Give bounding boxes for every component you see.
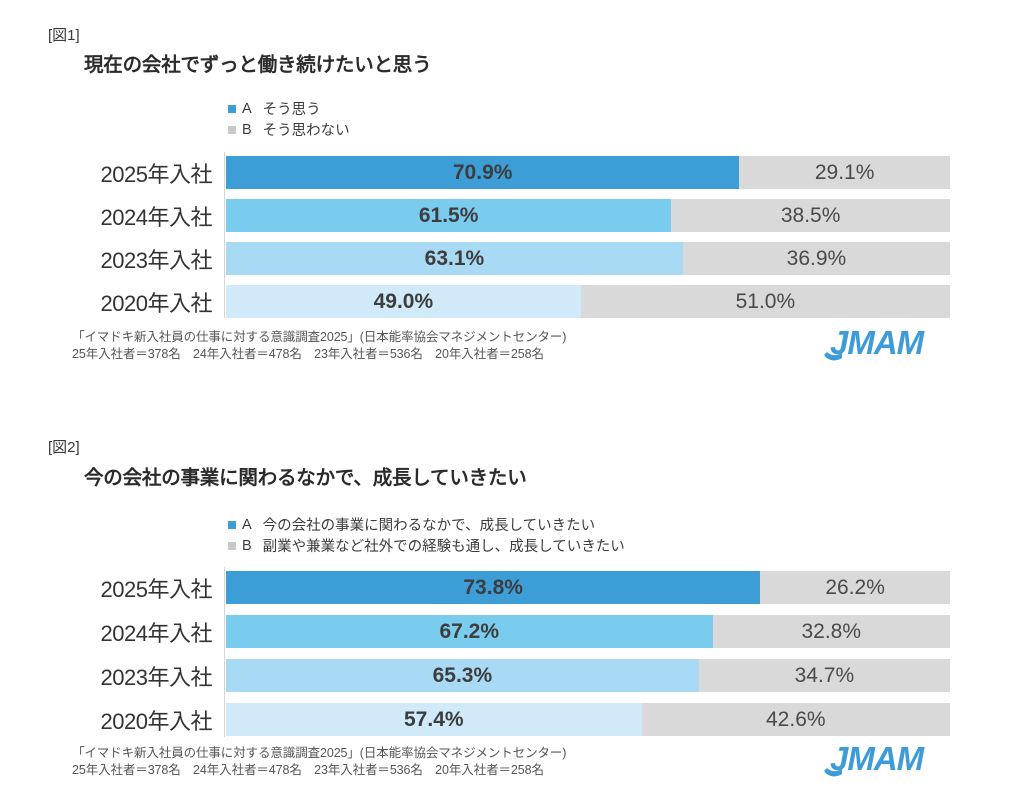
bar-segment-b-2024: 38.5% [671, 199, 950, 232]
category-label-2020: 2020年入社 [100, 708, 213, 734]
legend-key-a: A [242, 516, 252, 533]
legend-item-a: A そう思う [228, 98, 350, 119]
stacked-bar-2025: 73.8% 26.2% [226, 571, 950, 604]
table-row: 2020年入社 57.4% 42.6% [0, 703, 1024, 736]
table-row: 2025年入社 70.9% 29.1% [0, 156, 1024, 189]
footnote-source: 「イマドキ新入社員の仕事に対する意識調査2025」(日本能率協会マネジメントセン… [72, 746, 567, 760]
figure-1-plot: 2025年入社 70.9% 29.1% 2024年入社 61.5% 38.5% [0, 150, 1024, 320]
legend-item-b: B 副業や兼業など社外での経験も通し、成長していきたい [228, 535, 625, 556]
bar-value-b-2024: 32.8% [801, 619, 862, 643]
category-label-2025: 2025年入社 [100, 161, 213, 187]
bar-value-b-2023: 34.7% [794, 663, 855, 687]
bar-value-a-2020: 49.0% [373, 289, 434, 313]
bar-value-a-2024: 67.2% [439, 619, 500, 643]
legend-key-a: A [242, 100, 252, 117]
bar-value-a-2023: 63.1% [424, 246, 485, 270]
legend-key-b: B [242, 121, 252, 138]
legend-label-a: そう思う [262, 102, 321, 118]
bar-segment-b-2020: 42.6% [641, 703, 950, 736]
bar-value-b-2023: 36.9% [786, 246, 847, 270]
bar-segment-b-2020: 51.0% [580, 285, 950, 318]
bar-segment-b-2025: 29.1% [739, 156, 950, 189]
figure-1-legend: A そう思う B そう思わない [228, 98, 350, 140]
legend-swatch-b-icon [228, 125, 236, 134]
category-label-2024: 2024年入社 [100, 204, 213, 230]
bar-segment-b-2023: 36.9% [682, 242, 950, 275]
legend-label-a: 今の会社の事業に関わるなかで、成長していきたい [262, 518, 596, 534]
bar-value-a-2024: 61.5% [418, 203, 479, 227]
bar-segment-a-2020: 49.0% [226, 285, 581, 318]
table-row: 2020年入社 49.0% 51.0% [0, 285, 1024, 318]
figure-1-title: 現在の会社でずっと働き続けたいと思う [84, 54, 432, 76]
legend-swatch-a-icon [228, 520, 236, 529]
bar-segment-a-2023: 63.1% [226, 242, 683, 275]
table-row: 2024年入社 67.2% 32.8% [0, 615, 1024, 648]
bar-segment-a-2020: 57.4% [226, 703, 642, 736]
legend-swatch-b-icon [228, 541, 236, 550]
table-row: 2023年入社 65.3% 34.7% [0, 659, 1024, 692]
legend-swatch-a-icon [228, 104, 236, 113]
stacked-bar-2024: 67.2% 32.8% [226, 615, 950, 648]
stacked-bar-2023: 65.3% 34.7% [226, 659, 950, 692]
bar-value-b-2020: 42.6% [766, 707, 826, 731]
bar-value-b-2024: 38.5% [780, 203, 841, 227]
category-label-2020: 2020年入社 [100, 290, 213, 316]
figure-2-footnote: 「イマドキ新入社員の仕事に対する意識調査2025」(日本能率協会マネジメントセン… [72, 745, 566, 779]
svg-text:JMAM: JMAM [830, 324, 926, 361]
bar-segment-a-2023: 65.3% [226, 659, 699, 692]
bar-segment-a-2024: 61.5% [226, 199, 672, 232]
bar-value-b-2020: 51.0% [735, 289, 796, 313]
figure-2-legend: A 今の会社の事業に関わるなかで、成長していきたい B 副業や兼業など社外での経… [228, 514, 625, 556]
stacked-bar-2025: 70.9% 29.1% [226, 156, 950, 189]
footnote-sample-sizes: 25年入社者＝378名 24年入社者＝478名 23年入社者＝536名 20年入… [72, 763, 544, 777]
legend-item-a: A 今の会社の事業に関わるなかで、成長していきたい [228, 514, 625, 535]
table-row: 2025年入社 73.8% 26.2% [0, 571, 1024, 604]
bar-value-b-2025: 26.2% [825, 575, 885, 599]
jmam-logo: JMAM [820, 322, 955, 366]
table-row: 2024年入社 61.5% 38.5% [0, 199, 1024, 232]
svg-text:JMAM: JMAM [830, 740, 926, 777]
figure-2-plot: 2025年入社 73.8% 26.2% 2024年入社 67.2% 32.8% [0, 565, 1024, 740]
stacked-bar-2023: 63.1% 36.9% [226, 242, 950, 275]
category-label-2023: 2023年入社 [100, 247, 213, 273]
figure-1-tag: [図1] [48, 27, 80, 44]
footnote-source: 「イマドキ新入社員の仕事に対する意識調査2025」(日本能率協会マネジメントセン… [72, 330, 567, 344]
figure-2-title: 今の会社の事業に関わるなかで、成長していきたい [84, 467, 527, 489]
footnote-sample-sizes: 25年入社者＝378名 24年入社者＝478名 23年入社者＝536名 20年入… [72, 347, 544, 361]
bar-segment-b-2023: 34.7% [698, 659, 950, 692]
figure-2-tag: [図2] [48, 439, 80, 456]
category-label-2025: 2025年入社 [100, 576, 213, 602]
bar-segment-a-2025: 70.9% [226, 156, 740, 189]
category-label-2023: 2023年入社 [100, 664, 213, 690]
bar-segment-b-2024: 32.8% [712, 615, 950, 648]
figure-1-footnote: 「イマドキ新入社員の仕事に対する意識調査2025」(日本能率協会マネジメントセン… [72, 329, 566, 363]
bar-segment-a-2024: 67.2% [226, 615, 713, 648]
stacked-bar-2024: 61.5% 38.5% [226, 199, 950, 232]
legend-label-b: 副業や兼業など社外での経験も通し、成長していきたい [262, 539, 625, 555]
bar-segment-a-2025: 73.8% [226, 571, 761, 604]
bar-segment-b-2025: 26.2% [760, 571, 950, 604]
figure-2-axis-line [224, 567, 225, 737]
legend-label-b: そう思わない [262, 123, 350, 139]
bar-value-a-2025: 70.9% [452, 160, 513, 184]
category-label-2024: 2024年入社 [100, 620, 213, 646]
legend-item-b: B そう思わない [228, 119, 350, 140]
figure-1-axis-line [224, 152, 225, 318]
bar-value-a-2023: 65.3% [432, 663, 493, 687]
stacked-bar-2020: 57.4% 42.6% [226, 703, 950, 736]
table-row: 2023年入社 63.1% 36.9% [0, 242, 1024, 275]
legend-key-b: B [242, 537, 252, 554]
stacked-bar-2020: 49.0% 51.0% [226, 285, 950, 318]
bar-value-a-2020: 57.4% [404, 707, 464, 731]
bar-value-a-2025: 73.8% [463, 575, 523, 599]
jmam-logo: JMAM [820, 738, 955, 782]
bar-value-b-2025: 29.1% [814, 160, 875, 184]
